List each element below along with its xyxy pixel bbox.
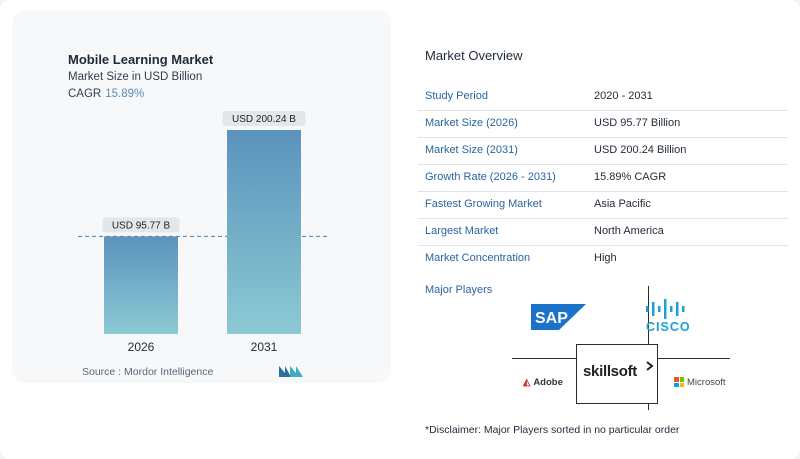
cagr-label: CAGR xyxy=(68,88,102,100)
cagr-value: 15.89% xyxy=(105,88,145,100)
grid-line-horizontal-right xyxy=(658,358,730,359)
microsoft-grid-icon xyxy=(674,377,684,387)
adobe-a-icon: ◭ xyxy=(523,377,531,388)
overview-row-value: USD 95.77 Billion xyxy=(594,117,681,129)
chart-title: Mobile Learning Market xyxy=(68,52,214,67)
data-label: USD 200.24 B xyxy=(232,114,296,125)
microsoft-logo-text: Microsoft xyxy=(687,377,726,388)
overview-title: Market Overview xyxy=(425,48,523,63)
overview-row-label: Market Concentration xyxy=(425,252,531,264)
data-label-bg xyxy=(102,217,180,233)
overview-row-separator xyxy=(418,245,788,246)
overview-row-label: Fastest Growing Market xyxy=(425,198,542,210)
source-note: Source : Mordor Intelligence xyxy=(82,366,214,378)
chart-subtitle: Market Size in USD Billion xyxy=(68,71,203,83)
overview-row: Market Size (2026) USD 95.77 Billion xyxy=(418,111,788,138)
overview-row-separator xyxy=(418,191,788,192)
sap-logo: SAP xyxy=(531,304,586,330)
overview-row-value: Asia Pacific xyxy=(594,198,651,210)
adobe-logo: ◭ Adobe xyxy=(523,377,563,388)
overview-row-label: Market Size (2031) xyxy=(425,144,518,156)
data-label: USD 95.77 B xyxy=(112,220,171,231)
grid-line-horizontal xyxy=(512,358,576,359)
overview-row-label: Market Size (2026) xyxy=(425,117,518,129)
category-label: 2031 xyxy=(251,340,278,354)
overview-row-value: 2020 - 2031 xyxy=(594,90,653,102)
overview-row: Growth Rate (2026 - 2031) 15.89% CAGR xyxy=(418,165,788,192)
microsoft-logo: Microsoft xyxy=(674,377,726,388)
overview-row: Market Size (2031) USD 200.24 Billion xyxy=(418,138,788,165)
overview-row-value: High xyxy=(594,252,617,264)
overview-row-label: Growth Rate (2026 - 2031) xyxy=(425,171,556,183)
category-label: 2026 xyxy=(128,340,155,354)
overview-row-value: North America xyxy=(594,225,664,237)
skillsoft-logo-box: skillsoft xyxy=(576,344,658,404)
bar-2026 xyxy=(104,236,178,334)
cisco-bars-icon: CISCO xyxy=(646,299,691,334)
overview-row: Study Period 2020 - 2031 xyxy=(418,84,788,111)
cisco-logo-text: CISCO xyxy=(646,320,691,332)
chart-card xyxy=(12,10,391,383)
overview-row-separator xyxy=(418,218,788,219)
overview-row: Market Concentration High xyxy=(418,246,788,273)
skillsoft-arrow-icon xyxy=(646,361,654,371)
disclaimer: *Disclaimer: Major Players sorted in no … xyxy=(425,424,680,436)
overview-row-separator xyxy=(418,137,788,138)
overview-row: Largest Market North America xyxy=(418,219,788,246)
adobe-logo-text: Adobe xyxy=(533,377,563,388)
grid-line-vertical-bottom xyxy=(648,404,649,410)
overview-row: Fastest Growing Market Asia Pacific xyxy=(418,192,788,219)
overview-row-value: 15.89% CAGR xyxy=(594,171,667,183)
overview-row-label: Study Period xyxy=(425,90,488,102)
sap-logo-text: SAP xyxy=(535,310,568,327)
mordor-intelligence-logo xyxy=(279,366,303,377)
skillsoft-logo-text: skillsoft xyxy=(583,363,637,380)
major-players-title: Major Players xyxy=(425,284,493,296)
overview-row-separator xyxy=(418,164,788,165)
data-label-bg xyxy=(222,111,306,126)
cisco-logo: CISCO xyxy=(644,298,700,337)
grid-line-vertical-top xyxy=(648,286,649,344)
bar-2031 xyxy=(227,130,301,334)
overview-row-label: Largest Market xyxy=(425,225,499,237)
cagr-line: CAGR 15.89% xyxy=(68,88,144,100)
overview-row-separator xyxy=(418,110,788,111)
overview-row-value: USD 200.24 Billion xyxy=(594,144,687,156)
